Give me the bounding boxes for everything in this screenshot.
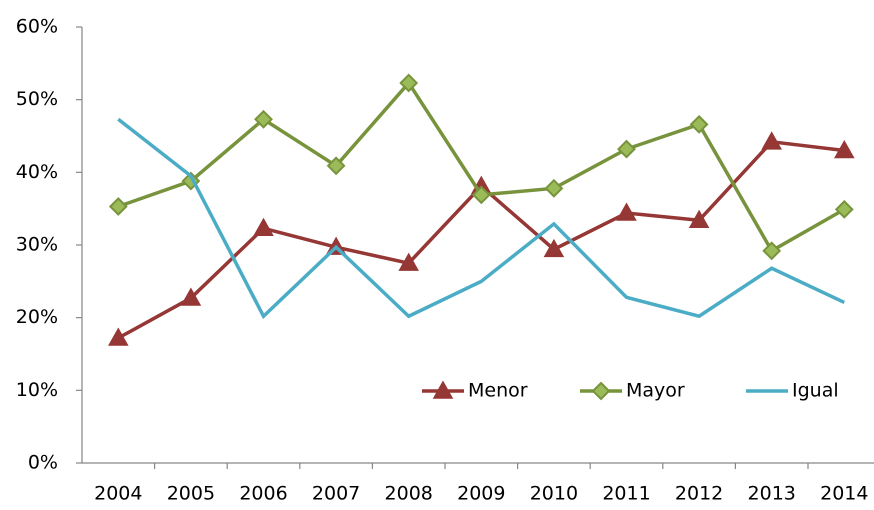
marker [399, 73, 419, 93]
y-tick-label: 30% [16, 234, 58, 256]
marker [834, 140, 855, 159]
y-tick-label: 0% [28, 452, 58, 474]
marker [688, 209, 710, 229]
y-tick-label: 20% [16, 306, 58, 328]
marker [180, 287, 202, 306]
x-tick-label: 2004 [94, 483, 142, 505]
marker [432, 380, 454, 399]
x-tick-label: 2007 [312, 483, 360, 505]
x-tick-label: 2010 [530, 483, 578, 505]
legend-label: Menor [468, 380, 528, 402]
marker [761, 131, 782, 150]
marker [591, 381, 611, 401]
y-tick-label: 50% [16, 88, 58, 110]
marker [544, 178, 564, 198]
marker [254, 109, 273, 129]
legend-label: Igual [792, 380, 839, 402]
series-line [117, 139, 845, 340]
legend-label: Mayor [626, 380, 685, 402]
x-tick-label: 2014 [820, 483, 868, 505]
x-tick-label: 2009 [457, 483, 505, 505]
x-tick-label: 2012 [675, 483, 723, 505]
marker [616, 202, 637, 221]
marker [689, 114, 709, 134]
x-tick-label: 2013 [748, 483, 796, 505]
y-tick-label: 60% [16, 16, 58, 38]
x-tick-label: 2005 [167, 483, 215, 505]
marker [108, 327, 129, 346]
y-tick-label: 40% [16, 161, 58, 183]
marker [398, 252, 419, 271]
marker [326, 156, 346, 176]
marker [471, 185, 491, 205]
series-line [117, 117, 846, 320]
x-tick-label: 2011 [602, 483, 650, 505]
marker [543, 238, 565, 258]
marker [762, 241, 782, 261]
marker [108, 197, 128, 216]
x-tick-label: 2008 [385, 483, 433, 505]
series-line [117, 80, 846, 254]
x-tick-label: 2006 [239, 483, 287, 505]
marker [834, 199, 854, 219]
y-tick-label: 10% [16, 379, 58, 401]
marker [617, 139, 636, 159]
marker [253, 217, 274, 237]
